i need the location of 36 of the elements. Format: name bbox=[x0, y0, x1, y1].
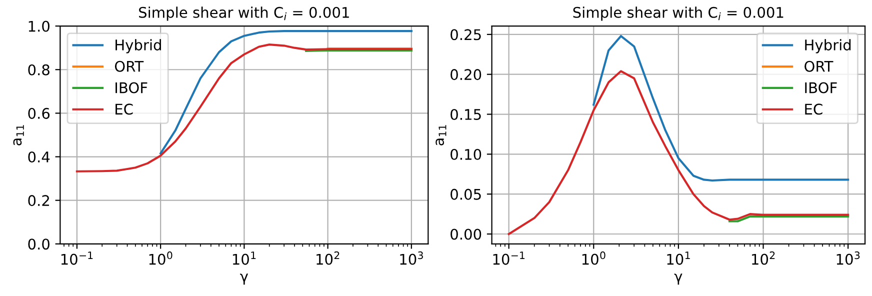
x-axis-title: γ bbox=[674, 274, 682, 285]
x-tick-label: 10$^{3}$ bbox=[836, 251, 860, 265]
x-tick-label: 10$^{1}$ bbox=[667, 252, 690, 265]
x-tick-label: 10$^{1}$ bbox=[232, 252, 256, 265]
x-tick-label: 10$^{−1}$ bbox=[61, 252, 93, 265]
y-tick-label: 0.0 bbox=[28, 238, 50, 250]
y-tick-label: 0.8 bbox=[28, 64, 50, 76]
y-tick-label: 0.6 bbox=[28, 108, 50, 119]
y-tick-label: 0.05 bbox=[450, 188, 481, 200]
y-tick-label: 0.15 bbox=[450, 108, 481, 120]
chart-title: Simple shear with C$_{i}$ = 0.001 bbox=[573, 6, 784, 21]
y-tick-label: 0.2 bbox=[28, 195, 49, 206]
legend-label: Hybrid bbox=[116, 39, 161, 54]
legend-label: Hybrid bbox=[805, 39, 851, 54]
x-tick-label: 10$^{3}$ bbox=[400, 251, 423, 265]
y-tick-label: 0.20 bbox=[450, 69, 482, 80]
legend-label: IBOF bbox=[116, 82, 148, 94]
x-tick-label: 10$^{2}$ bbox=[316, 251, 340, 265]
legend-label: ORT bbox=[114, 60, 144, 72]
legend-label: IBOF bbox=[805, 82, 837, 94]
legend-label: EC bbox=[805, 104, 822, 115]
y-axis-title: a$_{11}$ bbox=[436, 125, 446, 146]
x-tick-label: 10$^{0}$ bbox=[582, 251, 606, 265]
x-axis-title: γ bbox=[240, 274, 248, 285]
y-tick-label: 0.10 bbox=[450, 148, 482, 160]
y-tick-label: 1.0 bbox=[28, 20, 50, 32]
y-axis-title: a$_{11}$ bbox=[13, 125, 24, 146]
x-tick-label: 10$^{−1}$ bbox=[493, 252, 524, 265]
x-tick-label: 10$^{2}$ bbox=[752, 251, 775, 265]
y-tick-label: 0.25 bbox=[450, 29, 481, 40]
x-tick-label: 10$^{0}$ bbox=[149, 251, 172, 265]
y-tick-label: 0.4 bbox=[28, 151, 50, 163]
chart-title: Simple shear with C$_{i}$ = 0.001 bbox=[139, 6, 349, 21]
legend-label: EC bbox=[116, 104, 133, 115]
y-tick-label: 0.00 bbox=[450, 228, 482, 240]
legend-label: ORT bbox=[804, 60, 834, 72]
